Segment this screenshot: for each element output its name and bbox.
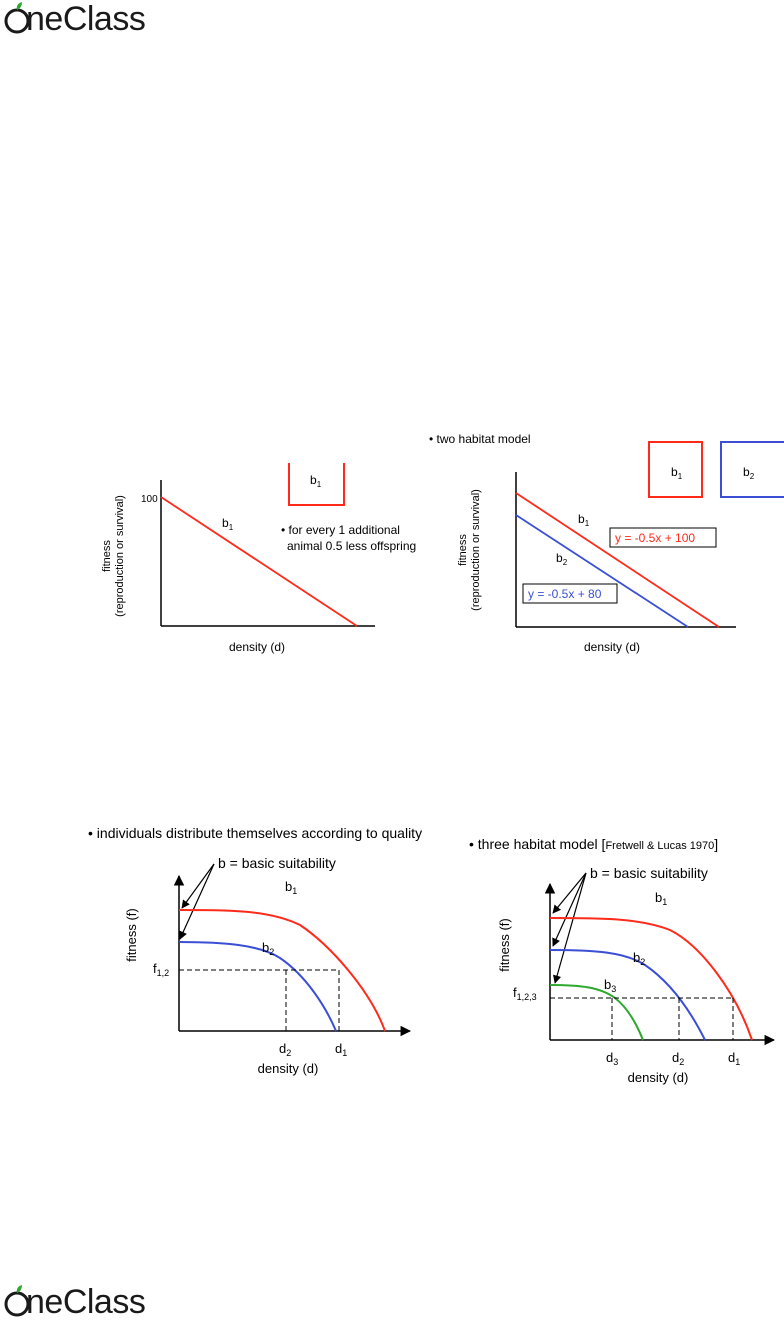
fig4-b2-curve <box>549 949 706 1041</box>
fig2-title: • two habitat model <box>429 432 531 446</box>
fig2-habitat-box-2 <box>720 441 784 498</box>
fig1-y-label: fitness <box>101 540 113 572</box>
fig4-d3-label: d3 <box>606 1050 618 1067</box>
fig3-b1-curve <box>178 909 386 1032</box>
fig2-b2-label: b2 <box>556 551 568 567</box>
oneclass-logo-top: neClass <box>4 0 146 38</box>
fig2-eq2: y = -0.5x + 80 <box>528 587 602 601</box>
logo-text: neClass <box>26 1283 146 1321</box>
fig3-f-label: f1,2 <box>153 961 169 978</box>
fig3-b1-label: b1 <box>285 879 297 896</box>
fig4-b1-label: b1 <box>655 890 667 907</box>
fig3-annotation: b = basic suitability <box>218 855 336 871</box>
fig2-eq1: y = -0.5x + 100 <box>615 531 695 545</box>
fig1-x-label: density (d) <box>229 640 285 654</box>
fig1-note-line1: • for every 1 additional <box>281 523 400 537</box>
fig2-habitat-box-1 <box>648 441 703 498</box>
fig1-y-label-2: (reproduction or survival) <box>114 495 126 617</box>
fig4-b3-curve <box>549 984 644 1041</box>
oneclass-o-icon <box>4 1285 30 1317</box>
oneclass-logo-bottom: neClass <box>4 1283 146 1321</box>
fig1-b1-line <box>160 496 358 627</box>
fig4-arrow-b3 <box>553 872 587 984</box>
fig3-arrow-b1 <box>181 863 215 909</box>
fig2-box2-label: b2 <box>743 465 755 481</box>
oneclass-o-icon <box>4 2 30 34</box>
logo-text: neClass <box>26 0 146 38</box>
fig4-annotation: b = basic suitability <box>590 865 708 881</box>
fig4-d2-label: d2 <box>672 1050 684 1067</box>
fig4-f-label: f1,2,3 <box>513 985 537 1002</box>
fig1-single-habitat: 100 b1 fitness (reproduction or survival… <box>101 463 416 654</box>
fig4-three-habitat: • three habitat model [Fretwell & Lucas … <box>469 836 776 1085</box>
fig2-b1-line <box>515 492 720 628</box>
fig4-y-label: fitness (f) <box>497 918 512 971</box>
fig4-b1-curve <box>549 917 753 1041</box>
fig2-two-habitat: • two habitat model b1 b2 b1 b2 y = -0.5… <box>429 432 784 654</box>
fig2-eq1-box <box>609 527 717 548</box>
fig4-d1-label: d1 <box>728 1050 740 1067</box>
fig2-box1-label: b1 <box>671 465 683 481</box>
fig1-box-label: b1 <box>310 473 322 489</box>
fig3-x-label: density (d) <box>258 1061 319 1076</box>
fig4-arrow-b1 <box>552 872 587 914</box>
fig2-b2-line <box>515 514 689 628</box>
fig2-eq2-box <box>522 583 618 604</box>
fig1-note-line2: animal 0.5 less offspring <box>287 539 416 553</box>
fig3-d2-label: d2 <box>279 1041 291 1058</box>
fig4-b3-label: b3 <box>604 977 616 994</box>
fig3-distribution: • individuals distribute themselves acco… <box>88 825 422 1076</box>
fig2-y-label: fitness <box>457 534 469 566</box>
fig3-d1-label: d1 <box>335 1041 347 1058</box>
fig2-b1-label: b1 <box>578 512 590 528</box>
fig4-arrow-b2 <box>552 872 587 947</box>
fig1-b1-label: b1 <box>222 516 234 532</box>
fig3-b2-curve <box>178 941 337 1032</box>
fig2-x-label: density (d) <box>584 640 640 654</box>
fig1-y-tick: 100 <box>141 494 158 505</box>
fig1-habitat-box <box>288 463 345 506</box>
fig4-b2-label: b2 <box>633 950 645 967</box>
fig3-title: • individuals distribute themselves acco… <box>88 825 422 841</box>
fig4-x-label: density (d) <box>628 1070 689 1085</box>
fig4-title: • three habitat model [Fretwell & Lucas … <box>469 836 718 852</box>
fig3-arrow-b2 <box>179 863 215 940</box>
fig3-y-label: fitness (f) <box>124 908 139 961</box>
fig2-y-label-2: (reproduction or survival) <box>470 489 482 611</box>
fig3-b2-label: b2 <box>262 940 274 957</box>
